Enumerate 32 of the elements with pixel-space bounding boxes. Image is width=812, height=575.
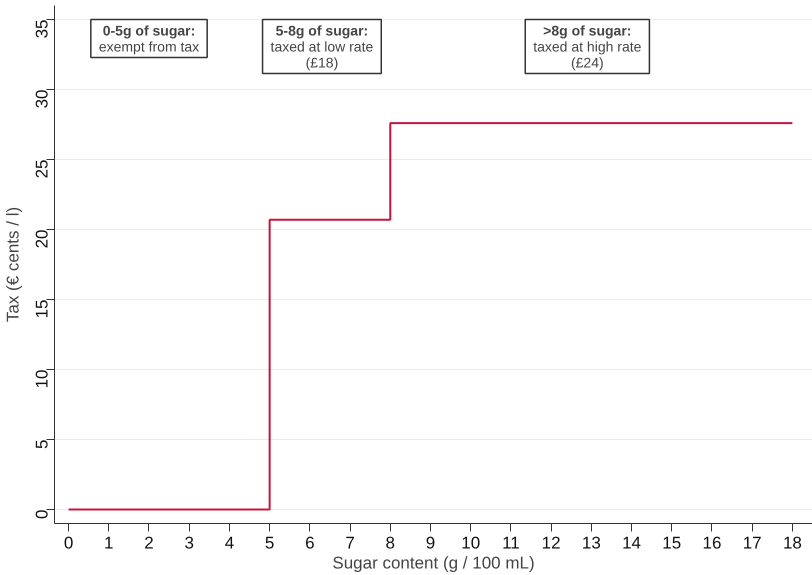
x-axis-title: Sugar content (g / 100 mL) xyxy=(332,554,535,572)
x-tick-label: 8 xyxy=(386,534,396,552)
x-tick-label: 10 xyxy=(461,534,480,552)
y-axis-title: Tax (€ cents / l) xyxy=(4,206,22,322)
x-tick-label: 5 xyxy=(264,534,274,552)
x-tick-label: 9 xyxy=(426,534,436,552)
x-tick-label: 13 xyxy=(582,534,601,552)
y-tick-label: 35 xyxy=(32,19,52,38)
x-tick-label: 4 xyxy=(224,534,234,552)
y-tick-label: 25 xyxy=(32,159,52,178)
x-tick-label: 14 xyxy=(622,534,642,552)
x-tick-label: 3 xyxy=(184,534,194,552)
y-tick-label: 10 xyxy=(32,369,52,388)
x-tick-label: 11 xyxy=(502,534,520,552)
y-tick-label: 15 xyxy=(32,299,52,318)
x-tick-label: 1 xyxy=(104,534,114,552)
x-tick-label: 12 xyxy=(542,534,561,552)
x-tick-label: 17 xyxy=(742,534,762,552)
y-tick-label: 20 xyxy=(32,229,52,248)
x-tick-label: 2 xyxy=(144,534,154,552)
annotation: 5-8g of sugar: taxed at low rate (£18) xyxy=(270,22,374,70)
annotation: >8g of sugar: taxed at high rate (£24) xyxy=(533,22,642,70)
x-tick-label: 18 xyxy=(782,534,802,552)
x-tick-label: 7 xyxy=(345,534,355,552)
y-tick-label: 5 xyxy=(32,439,52,449)
x-tick-label: 16 xyxy=(702,534,722,552)
annotation: 0-5g of sugar: exempt from tax xyxy=(98,22,200,54)
x-tick-label: 6 xyxy=(305,534,315,552)
y-tick-label: 30 xyxy=(32,89,52,108)
x-tick-label: 0 xyxy=(64,534,74,552)
y-tick-label: 0 xyxy=(32,509,52,519)
x-tick-label: 15 xyxy=(662,534,682,552)
